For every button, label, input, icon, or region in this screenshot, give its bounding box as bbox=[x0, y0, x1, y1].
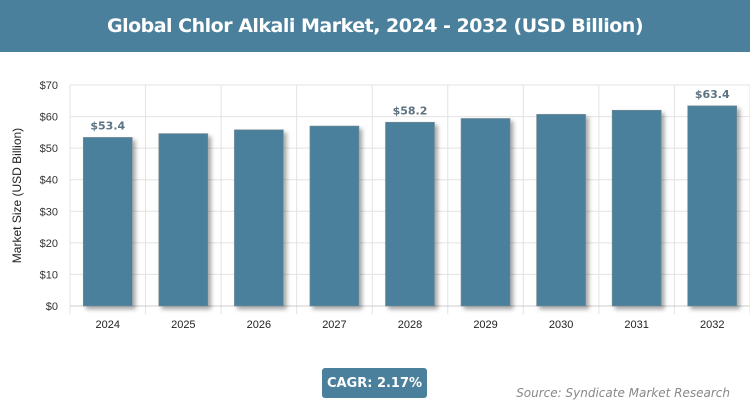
cagr-badge: CAGR: 2.17% bbox=[322, 368, 427, 398]
chart-title: Global Chlor Alkali Market, 2024 - 2032 … bbox=[0, 0, 750, 52]
x-tick-label: 2024 bbox=[96, 319, 120, 331]
x-tick-label: 2030 bbox=[549, 319, 573, 331]
bar-2028 bbox=[385, 121, 435, 307]
bar-2027 bbox=[309, 125, 360, 307]
y-tick-label: $50 bbox=[40, 143, 58, 155]
x-tick-label: 2029 bbox=[473, 319, 497, 331]
y-tick-label: $40 bbox=[40, 175, 58, 187]
x-tick-label: 2028 bbox=[398, 319, 422, 331]
bar-2029 bbox=[460, 118, 511, 307]
y-tick-label: $0 bbox=[46, 301, 58, 313]
y-tick-label: $60 bbox=[40, 112, 58, 124]
bar-2031 bbox=[611, 109, 662, 307]
bar-2026 bbox=[234, 129, 284, 307]
data-label: $53.4 bbox=[90, 119, 125, 132]
bar-2025 bbox=[158, 133, 209, 307]
y-tick-label: $30 bbox=[40, 206, 58, 218]
source-note: Source: Syndicate Market Research bbox=[516, 386, 730, 400]
y-tick-label: $10 bbox=[40, 269, 58, 281]
x-tick-label: 2026 bbox=[247, 319, 271, 331]
x-tick-label: 2027 bbox=[322, 319, 346, 331]
x-tick-label: 2031 bbox=[624, 319, 648, 331]
bar-2024 bbox=[82, 137, 133, 307]
y-tick-label: $70 bbox=[40, 80, 58, 92]
y-tick-label: $20 bbox=[40, 238, 58, 250]
x-tick-label: 2032 bbox=[700, 319, 724, 331]
bar-2030 bbox=[536, 114, 586, 307]
data-label: $58.2 bbox=[393, 104, 428, 117]
bar-2032 bbox=[687, 105, 738, 307]
x-tick-label: 2025 bbox=[171, 319, 195, 331]
y-axis-title: Market Size (USD Billion) bbox=[10, 128, 24, 263]
data-label: $63.4 bbox=[695, 88, 730, 101]
